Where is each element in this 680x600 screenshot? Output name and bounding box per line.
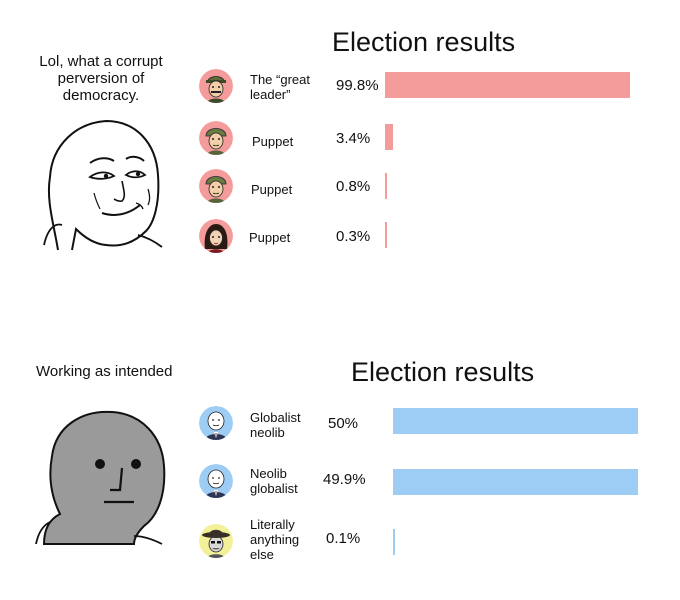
result-bar (385, 124, 394, 150)
candidate-name: Literally anything else (250, 517, 300, 562)
candidate-percent: 50% (328, 415, 359, 432)
dark-haired-woman-icon (199, 219, 233, 253)
chart-title: Election results (332, 27, 516, 57)
smug-wojak-face (28, 105, 178, 255)
candidate-percent: 3.4% (336, 130, 371, 147)
npc-wojak-face (30, 398, 180, 548)
result-bar (385, 72, 630, 98)
candidate-name: Puppet (249, 230, 291, 245)
panel-caption: Lol, what a corrupt perversion of democr… (39, 53, 163, 104)
candidate-name: Neolib globalist (250, 466, 298, 496)
military-cap-man-icon (199, 69, 233, 103)
result-bar (393, 529, 395, 555)
panel-caption: Working as intended (36, 363, 173, 380)
soldier-helmet-man-icon (199, 169, 233, 203)
result-bar (385, 222, 387, 248)
candidate-name: Globalist neolib (250, 410, 301, 440)
candidate-percent: 49.9% (323, 471, 366, 488)
candidate-name: Puppet (252, 134, 294, 149)
candidate-name: Puppet (251, 182, 293, 197)
chart-title: Election results (351, 357, 535, 387)
suited-wojak-icon (199, 406, 233, 440)
candidate-percent: 0.1% (326, 530, 361, 547)
candidate-percent: 0.8% (336, 178, 371, 195)
cowboy-hat-man-icon (199, 524, 233, 558)
result-bar (385, 173, 387, 199)
candidate-percent: 0.3% (336, 228, 371, 245)
suited-wojak-icon (199, 464, 233, 498)
result-bar (393, 408, 638, 434)
candidate-name: The “great leader” (250, 72, 310, 102)
soldier-helmet-man-icon (199, 121, 233, 155)
candidate-percent: 99.8% (336, 77, 379, 94)
result-bar (393, 469, 638, 495)
